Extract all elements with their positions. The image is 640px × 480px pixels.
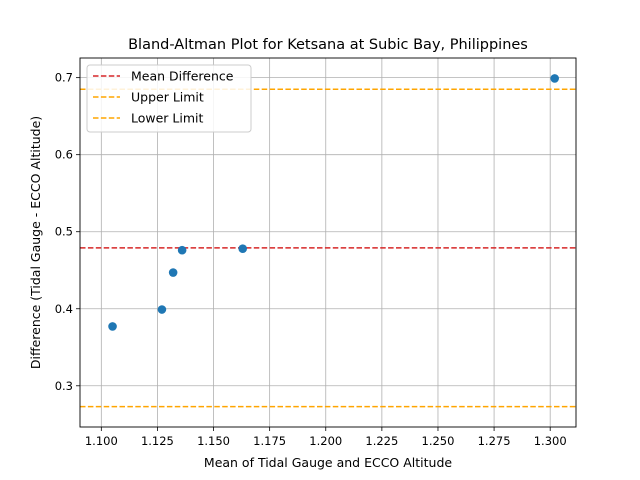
x-tick-label: 1.250: [422, 434, 455, 448]
x-tick-label: 1.300: [534, 434, 567, 448]
plot-area-frame: [79, 57, 577, 428]
legend-label-upper-limit: Upper Limit: [131, 90, 204, 105]
x-tick-label: 1.200: [309, 434, 342, 448]
y-axis-label: Difference (Tidal Gauge - ECCO Altitude): [28, 116, 43, 369]
data-point: [108, 322, 117, 331]
legend: Mean Difference Upper Limit Lower Limit: [86, 64, 252, 133]
scatter-points: [108, 74, 559, 331]
data-point: [238, 244, 248, 253]
chart-title: Bland-Altman Plot for Ketsana at Subic B…: [128, 37, 528, 53]
x-axis-ticks: 1.100 1.125 1.150 1.175 1.200 1.225 1.250 1.275…: [85, 427, 567, 448]
x-tick-label: 1.150: [197, 434, 230, 448]
x-tick-label: 1.175: [253, 434, 286, 448]
y-axis-ticks: 0.3 0.4 0.5 0.6 0.7: [55, 71, 80, 393]
y-tick-label: 0.6: [55, 148, 73, 162]
y-tick-label: 0.7: [55, 71, 73, 85]
data-point: [550, 74, 559, 83]
x-tick-label: 1.100: [85, 434, 118, 448]
data-point: [168, 268, 178, 277]
data-point: [157, 305, 167, 314]
legend-label-lower-limit: Lower Limit: [131, 111, 204, 126]
legend-items: Mean Difference Upper Limit Lower Limit: [93, 69, 234, 126]
legend-label-mean-difference: Mean Difference: [131, 69, 234, 84]
legend-box: [86, 64, 252, 133]
x-tick-label: 1.125: [141, 434, 174, 448]
y-tick-label: 0.3: [55, 379, 73, 393]
x-axis-label: Mean of Tidal Gauge and ECCO Altitude: [204, 455, 452, 470]
x-tick-label: 1.275: [478, 434, 511, 448]
y-tick-label: 0.5: [55, 225, 73, 239]
x-tick-label: 1.225: [365, 434, 398, 448]
data-point: [177, 245, 187, 255]
y-tick-label: 0.4: [55, 302, 73, 316]
